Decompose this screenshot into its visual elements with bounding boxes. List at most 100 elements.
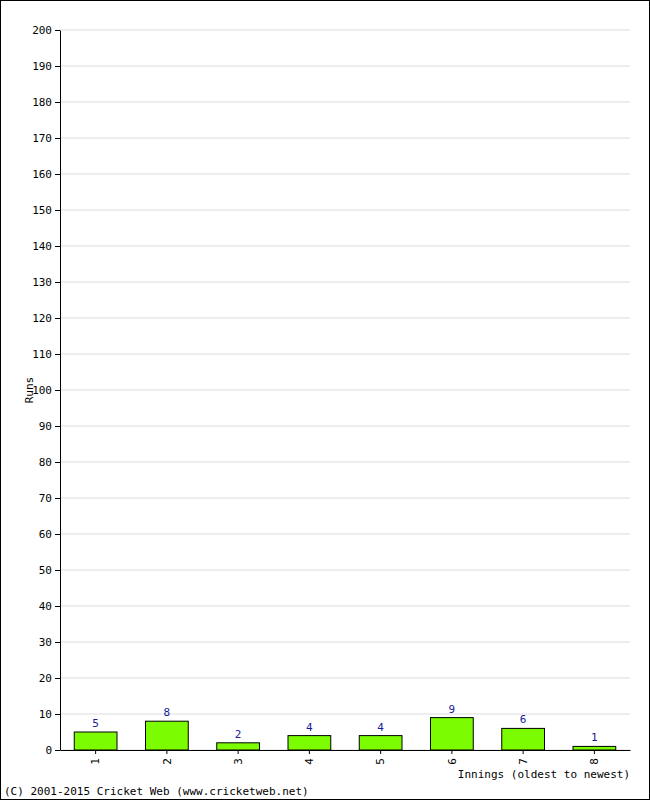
bar <box>74 732 117 750</box>
y-tick-label: 90 <box>39 420 52 433</box>
y-tick-mark <box>55 246 60 247</box>
x-tick-label: 8 <box>588 758 601 765</box>
y-tick-mark <box>55 678 60 679</box>
x-tick-mark <box>451 750 452 754</box>
y-tick-mark <box>55 282 60 283</box>
y-tick: 120 <box>32 312 60 325</box>
x-tick-mark <box>309 750 310 754</box>
y-tick-label: 130 <box>32 276 52 289</box>
y-tick-mark <box>55 174 60 175</box>
y-axis: 0 10 20 30 40 50 60 70 80 90 100 110 120 130 140 150 160… <box>32 24 60 757</box>
y-tick: 90 <box>39 420 60 433</box>
plot: 5824496101020304050607080901001101201301… <box>32 24 630 765</box>
annotation: (C) 2001-2015 Cricket Web (www.cricketwe… <box>4 785 309 798</box>
y-tick: 190 <box>32 60 60 73</box>
y-tick-mark <box>55 570 60 571</box>
grid-line <box>60 30 630 31</box>
y-tick-mark <box>55 498 60 499</box>
bar <box>217 743 260 750</box>
y-tick: 30 <box>39 636 60 649</box>
y-tick-label: 80 <box>39 456 52 469</box>
x-tick: 6 <box>446 750 459 765</box>
y-tick: 50 <box>39 564 60 577</box>
y-tick-mark <box>55 534 60 535</box>
x-tick-label: 2 <box>161 758 174 765</box>
data-label: 5 <box>92 717 99 730</box>
grid-line <box>60 534 630 535</box>
y-tick-label: 60 <box>39 528 52 541</box>
grid-line <box>60 390 630 391</box>
x-tick-label: 1 <box>89 758 102 765</box>
y-tick-label: 200 <box>32 24 52 37</box>
y-tick-label: 0 <box>45 744 52 757</box>
y-tick: 10 <box>39 708 60 721</box>
grid-line <box>60 66 630 67</box>
data-label: 4 <box>377 721 384 734</box>
data-label: 1 <box>591 731 598 744</box>
y-tick-label: 140 <box>32 240 52 253</box>
grid-line <box>60 138 630 139</box>
grid-line <box>60 210 630 211</box>
x-axis-line <box>61 750 631 751</box>
grid-line <box>60 678 630 679</box>
bar <box>502 728 545 750</box>
grid-line <box>60 642 630 643</box>
y-tick-mark <box>55 462 60 463</box>
y-tick: 60 <box>39 528 60 541</box>
bar <box>573 746 616 750</box>
y-tick-label: 40 <box>39 600 52 613</box>
x-tick-label: 5 <box>374 758 387 765</box>
y-tick: 110 <box>32 348 60 361</box>
y-tick: 20 <box>39 672 60 685</box>
y-tick-mark <box>55 426 60 427</box>
x-tick-mark <box>594 750 595 754</box>
data-labels: 58244961 <box>92 703 597 745</box>
x-tick-label: 6 <box>446 758 459 765</box>
y-tick: 130 <box>32 276 60 289</box>
y-tick-label: 150 <box>32 204 52 217</box>
y-tick: 80 <box>39 456 60 469</box>
x-tick: 2 <box>161 750 174 765</box>
x-tick-label: 4 <box>303 758 316 765</box>
x-tick: 7 <box>517 750 530 765</box>
y-tick-label: 190 <box>32 60 52 73</box>
grid-line <box>60 354 630 355</box>
grid-line <box>60 714 630 715</box>
x-tick: 3 <box>232 750 245 765</box>
y-tick-mark <box>55 606 60 607</box>
frame <box>1 1 650 800</box>
x-tick-label: 7 <box>517 758 530 765</box>
y-tick-label: 120 <box>32 312 52 325</box>
x-tick-mark <box>166 750 167 754</box>
y-axis-title: Runs <box>23 377 36 404</box>
y-tick-mark <box>55 138 60 139</box>
y-tick: 70 <box>39 492 60 505</box>
y-tick: 170 <box>32 132 60 145</box>
bar <box>146 721 189 750</box>
y-tick: 100 <box>32 384 60 397</box>
grid-line <box>60 498 630 499</box>
y-tick-label: 20 <box>39 672 52 685</box>
y-tick-label: 180 <box>32 96 52 109</box>
y-tick-mark <box>55 318 60 319</box>
y-tick-mark <box>55 30 60 31</box>
bar <box>288 736 331 750</box>
x-tick: 4 <box>303 750 316 765</box>
y-tick-label: 10 <box>39 708 52 721</box>
x-axis: 1 2 3 4 5 6 7 8 <box>61 750 631 765</box>
grid-line <box>60 570 630 571</box>
x-tick-mark <box>523 750 524 754</box>
y-tick-label: 170 <box>32 132 52 145</box>
y-tick: 40 <box>39 600 60 613</box>
grid-line <box>60 102 630 103</box>
x-tick-label: 3 <box>232 758 245 765</box>
grid-line <box>60 174 630 175</box>
y-tick: 150 <box>32 204 60 217</box>
y-tick: 160 <box>32 168 60 181</box>
data-label: 4 <box>306 721 313 734</box>
x-axis-title: Innings (oldest to newest) <box>458 768 630 781</box>
y-axis-line <box>60 31 61 751</box>
y-tick: 180 <box>32 96 60 109</box>
bar <box>431 718 474 750</box>
y-tick-label: 30 <box>39 636 52 649</box>
